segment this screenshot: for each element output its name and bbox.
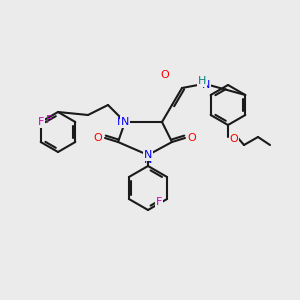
Text: N: N bbox=[202, 80, 210, 90]
Text: N: N bbox=[117, 117, 125, 127]
Text: O: O bbox=[94, 133, 102, 143]
Text: N: N bbox=[144, 150, 152, 160]
Text: H: H bbox=[198, 76, 206, 86]
Text: O: O bbox=[94, 133, 102, 143]
Text: O: O bbox=[230, 134, 238, 144]
Text: O: O bbox=[160, 70, 169, 80]
Text: O: O bbox=[230, 134, 238, 144]
Text: O: O bbox=[188, 133, 196, 143]
Text: F: F bbox=[156, 197, 162, 207]
Text: O: O bbox=[188, 133, 196, 143]
Text: F: F bbox=[38, 117, 44, 127]
Text: N: N bbox=[121, 117, 129, 127]
Text: H: H bbox=[199, 76, 206, 85]
Text: F: F bbox=[46, 115, 52, 125]
Text: N: N bbox=[144, 155, 152, 165]
Text: F: F bbox=[156, 197, 162, 207]
Text: O: O bbox=[160, 70, 169, 80]
Text: N: N bbox=[202, 80, 210, 90]
